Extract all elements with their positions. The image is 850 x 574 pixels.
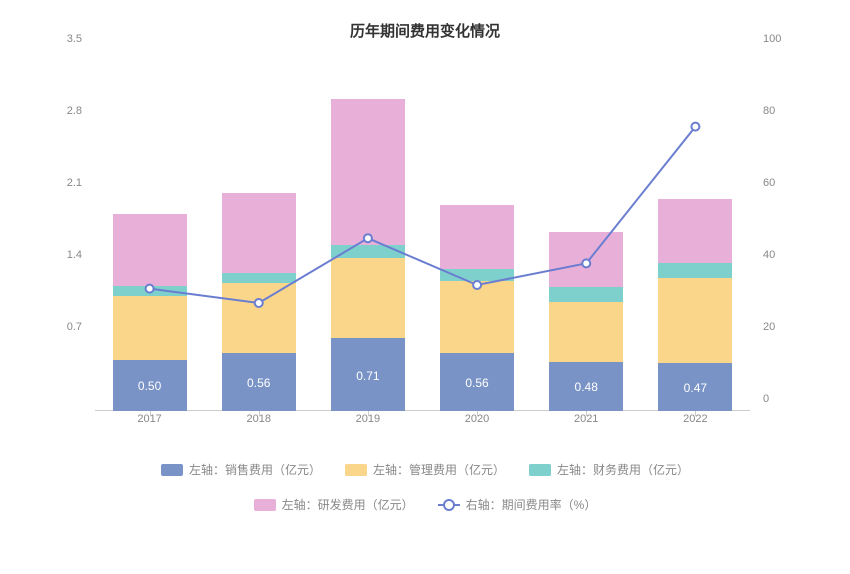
legend-label: 左轴：财务费用（亿元） — [557, 461, 689, 478]
y-axis-left: 0.71.42.12.83.5 — [60, 51, 90, 411]
bar-segment-finance — [331, 245, 405, 257]
legend-label: 左轴：管理费用（亿元） — [373, 461, 505, 478]
x-axis-label: 2019 — [331, 413, 405, 431]
x-axis-label: 2018 — [222, 413, 296, 431]
bar-segment-rd — [113, 214, 187, 286]
bar-group: 0.71 — [331, 51, 405, 411]
y-right-tick: 0 — [763, 393, 769, 405]
bar-segment-rd — [440, 205, 514, 269]
y-right-tick: 60 — [763, 177, 775, 189]
bar-segment-management — [549, 302, 623, 362]
legend-label: 左轴：研发费用（亿元） — [282, 496, 414, 513]
bar-value-label: 0.50 — [138, 379, 161, 393]
bar-value-label: 0.56 — [247, 376, 270, 390]
bar-segment-rd — [331, 99, 405, 245]
bar-segment-finance — [222, 273, 296, 283]
bar-segment-management — [222, 283, 296, 353]
bar-segment-finance — [440, 269, 514, 281]
bar-group: 0.48 — [549, 51, 623, 411]
bar-segment-management — [658, 278, 732, 362]
y-left-tick: 2.1 — [67, 177, 82, 189]
legend-swatch — [529, 464, 551, 476]
legend-label: 左轴：销售费用（亿元） — [189, 461, 321, 478]
y-left-tick: 2.8 — [67, 105, 82, 117]
y-right-tick: 20 — [763, 321, 775, 333]
bar-value-label: 0.71 — [356, 369, 379, 383]
bar-segment-management — [440, 281, 514, 353]
bar-segment-rd — [549, 232, 623, 287]
y-right-tick: 80 — [763, 105, 775, 117]
bar-segment-finance — [113, 286, 187, 296]
x-axis-label: 2017 — [113, 413, 187, 431]
legend-item-sales[interactable]: 左轴：销售费用（亿元） — [161, 461, 321, 478]
x-axis-label: 2022 — [658, 413, 732, 431]
bar-segment-rd — [222, 193, 296, 273]
legend-item-management[interactable]: 左轴：管理费用（亿元） — [345, 461, 505, 478]
y-left-tick: 3.5 — [67, 33, 82, 45]
y-right-tick: 100 — [763, 33, 781, 45]
chart-title: 历年期间费用变化情况 — [40, 20, 810, 41]
bar-group: 0.50 — [113, 51, 187, 411]
bar-segment-management — [113, 296, 187, 360]
bar-group: 0.56 — [222, 51, 296, 411]
bar-value-label: 0.56 — [465, 376, 488, 390]
y-right-tick: 40 — [763, 249, 775, 261]
legend-label: 右轴：期间费用率（%） — [466, 496, 597, 513]
bar-group: 0.47 — [658, 51, 732, 411]
bar-value-label: 0.47 — [684, 381, 707, 395]
legend-swatch — [345, 464, 367, 476]
legend-item-rd[interactable]: 左轴：研发费用（亿元） — [254, 496, 414, 513]
bars-area: 0.50 0.56 0.71 0.56 0.48 0.47 — [95, 51, 750, 411]
legend-item-line[interactable]: 右轴：期间费用率（%） — [438, 496, 597, 513]
bar-group: 0.56 — [440, 51, 514, 411]
y-left-tick: 1.4 — [67, 249, 82, 261]
bar-segment-rd — [658, 199, 732, 263]
y-axis-right: 020406080100 — [755, 51, 790, 411]
bar-segment-finance — [549, 287, 623, 302]
x-axis-labels: 2017 2018 2019 2020 2021 2022 — [95, 413, 750, 431]
legend-swatch — [161, 464, 183, 476]
legend-line-icon — [438, 504, 460, 506]
legend: 左轴：销售费用（亿元） 左轴：管理费用（亿元） 左轴：财务费用（亿元） 左轴：研发费用… — [125, 461, 725, 513]
bar-value-label: 0.48 — [575, 380, 598, 394]
bar-segment-finance — [658, 263, 732, 278]
legend-swatch — [254, 499, 276, 511]
y-left-tick: 0.7 — [67, 321, 82, 333]
x-axis-label: 2020 — [440, 413, 514, 431]
plot-area: 0.71.42.12.83.5 020406080100 0.500.560.7… — [65, 51, 785, 431]
legend-item-finance[interactable]: 左轴：财务费用（亿元） — [529, 461, 689, 478]
chart-container: 历年期间费用变化情况 0.71.42.12.83.5 020406080100 … — [0, 0, 850, 574]
x-axis-label: 2021 — [549, 413, 623, 431]
bar-segment-management — [331, 258, 405, 338]
